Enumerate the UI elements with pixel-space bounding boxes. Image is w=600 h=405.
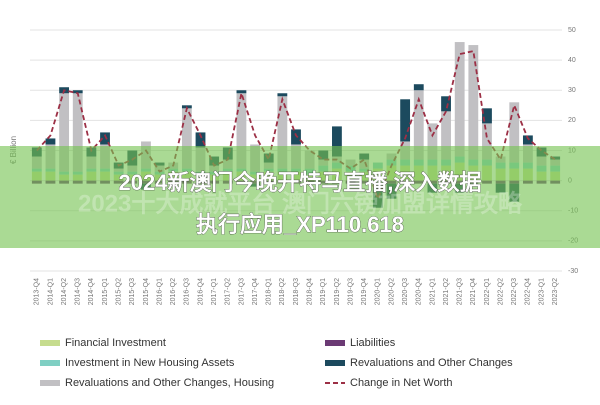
bar-segment — [72, 90, 83, 94]
x-tick-label: 2015-Q2 — [116, 278, 123, 305]
x-tick-label: 2016-Q3 — [184, 278, 191, 305]
x-tick-label: 2022-Q3 — [511, 278, 518, 305]
legend-label: Revaluations and Other Changes — [350, 357, 513, 369]
x-tick-label: 2017-Q3 — [238, 278, 245, 305]
bar-segment — [482, 108, 492, 124]
x-tick-label: 2020-Q1 — [375, 278, 382, 305]
banner-title: 2024新澳门今晚开特马直播,深入数据 — [118, 170, 481, 195]
x-tick-label: 2014-Q1 — [47, 278, 54, 305]
watermark: 2023十大成就平台 澳门六镑加盟详情攻略 — [78, 189, 523, 217]
bar-segment — [454, 42, 465, 157]
x-tick-label: 2017-Q4 — [252, 278, 259, 305]
bar-segment — [236, 93, 247, 169]
x-tick-label: 2016-Q2 — [170, 278, 177, 305]
legend-swatch — [40, 360, 60, 366]
legend-label: Change in Net Worth — [350, 377, 453, 389]
y-tick-label: 30 — [568, 87, 576, 94]
bar-segment — [332, 126, 342, 157]
x-tick-label: 2018-Q4 — [306, 278, 313, 305]
x-tick-label: 2021-Q4 — [470, 278, 477, 305]
x-tick-label: 2020-Q2 — [388, 278, 395, 305]
bar-segment — [72, 93, 83, 172]
legend-swatch — [325, 360, 345, 366]
legend-swatch — [40, 340, 60, 346]
y-tick-label: -30 — [568, 268, 578, 275]
x-tick-label: 2020-Q4 — [416, 278, 423, 305]
x-tick-label: 2015-Q1 — [102, 278, 109, 305]
x-tick-label: 2019-Q2 — [334, 278, 341, 305]
x-tick-label: 2017-Q2 — [225, 278, 232, 305]
banner-band — [0, 146, 600, 248]
x-tick-label: 2014-Q3 — [75, 278, 82, 305]
x-tick-label: 2018-Q1 — [266, 278, 273, 305]
bar-segment — [522, 135, 533, 145]
bar-segment — [482, 123, 492, 160]
bar-segment — [400, 99, 411, 142]
x-tick-label: 2023-Q1 — [538, 278, 545, 305]
x-tick-label: 2017-Q1 — [211, 278, 218, 305]
legend-label: Financial Investment — [65, 337, 166, 349]
bar-segment — [236, 90, 247, 94]
x-tick-label: 2023-Q2 — [552, 278, 559, 305]
x-tick-label: 2014-Q2 — [61, 278, 68, 305]
y-tick-label: 20 — [568, 117, 576, 124]
x-tick-label: 2021-Q2 — [443, 278, 450, 305]
bar-segment — [45, 138, 56, 145]
banner-title: 执行应用_XP110.618 — [196, 212, 404, 237]
bar-segment — [413, 90, 424, 160]
bar-segment — [441, 96, 451, 112]
net-worth-line — [36, 50, 556, 202]
x-tick-label: 2015-Q3 — [129, 278, 136, 305]
x-tick-label: 2016-Q4 — [197, 278, 204, 305]
legend-label: Revaluations and Other Changes, Housing — [65, 377, 274, 389]
bar-segment — [413, 84, 424, 91]
bar-segment — [277, 96, 288, 169]
legend-label: Liabilities — [350, 337, 396, 349]
x-tick-label: 2013-Q4 — [34, 278, 41, 305]
x-tick-label: 2019-Q3 — [347, 278, 354, 305]
bar-segment — [181, 108, 192, 169]
x-tick-label: 2018-Q3 — [293, 278, 300, 305]
x-tick-label: 2019-Q4 — [361, 278, 368, 305]
bar-segment — [100, 132, 110, 145]
bar-segment — [509, 102, 520, 163]
x-tick-label: 2019-Q1 — [320, 278, 327, 305]
y-tick-label: 50 — [568, 27, 576, 34]
bar-segment — [427, 123, 438, 160]
y-tick-label: 40 — [568, 57, 576, 64]
x-tick-label: 2014-Q4 — [88, 278, 95, 305]
x-tick-label: 2018-Q2 — [279, 278, 286, 305]
legend-label: Investment in New Housing Assets — [65, 357, 235, 369]
bar-segment — [468, 45, 479, 160]
x-tick-label: 2015-Q4 — [143, 278, 150, 305]
x-tick-label: 2022-Q2 — [497, 278, 504, 305]
bar-segment — [59, 93, 70, 172]
x-tick-label: 2016-Q1 — [156, 278, 163, 305]
x-tick-label: 2022-Q4 — [525, 278, 532, 305]
bar-segment — [441, 111, 451, 160]
x-tick-label: 2020-Q3 — [402, 278, 409, 305]
legend-swatch — [40, 380, 60, 386]
x-tick-label: 2021-Q1 — [429, 278, 436, 305]
legend-swatch — [325, 340, 345, 346]
bar-segment — [277, 93, 288, 97]
x-tick-label: 2021-Q3 — [457, 278, 464, 305]
x-tick-label: 2022-Q1 — [484, 278, 491, 305]
bar-segment — [291, 129, 301, 145]
bar-segment — [195, 132, 206, 148]
